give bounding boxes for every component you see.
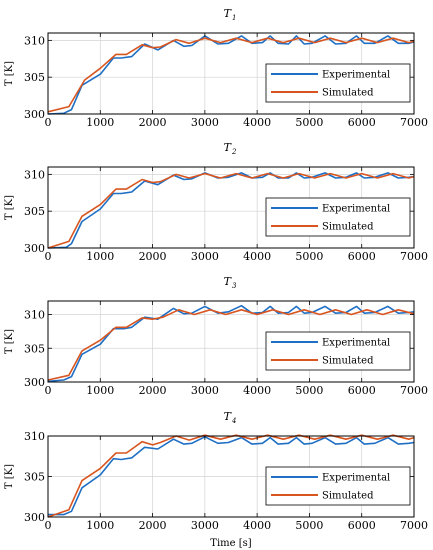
x-tick-label: 1000 bbox=[86, 250, 114, 263]
x-tick-label: 0 bbox=[45, 116, 52, 129]
subplot-title: T3 bbox=[224, 275, 237, 290]
y-tick-label: 300 bbox=[24, 511, 45, 524]
legend-label: Experimental bbox=[322, 473, 390, 484]
legend-box bbox=[265, 197, 411, 237]
y-tick-label: 310 bbox=[24, 309, 45, 322]
x-tick-label: 1000 bbox=[86, 116, 114, 129]
x-tick-label: 4000 bbox=[243, 250, 271, 263]
x-tick-label: 7000 bbox=[400, 116, 428, 129]
x-tick-label: 0 bbox=[45, 384, 52, 397]
x-tick-label: 2000 bbox=[139, 519, 167, 532]
legend-box bbox=[265, 331, 411, 371]
y-tick-label: 305 bbox=[24, 71, 45, 84]
x-tick-label: 6000 bbox=[348, 384, 376, 397]
x-tick-label: 1000 bbox=[86, 519, 114, 532]
legend: Experimental Simulated bbox=[265, 197, 411, 237]
legend-box bbox=[265, 63, 411, 103]
x-tick-label: 4000 bbox=[243, 384, 271, 397]
legend-label: Experimental bbox=[322, 338, 390, 349]
subplot-2: 0 1000 2000 3000 4000 5000 6000 7000 300 305 310 T … bbox=[4, 141, 428, 263]
x-tick-label: 0 bbox=[45, 519, 52, 532]
y-axis-label: T [K] bbox=[4, 464, 15, 489]
y-tick-label: 300 bbox=[24, 242, 45, 255]
y-axis-label: T [K] bbox=[4, 329, 15, 354]
legend: Experimental Simulated bbox=[265, 63, 411, 103]
y-tick-label: 300 bbox=[24, 108, 45, 121]
y-tick-label: 310 bbox=[24, 168, 45, 181]
y-axis-label: T [K] bbox=[4, 61, 15, 86]
axes-box-2 bbox=[47, 166, 415, 249]
series-line-simulated-2 bbox=[47, 172, 415, 249]
y-tick-label: 310 bbox=[24, 34, 45, 47]
series-line-experimental-4 bbox=[48, 435, 415, 516]
x-tick-label: 6000 bbox=[348, 519, 376, 532]
x-axis-label: Time [s] bbox=[210, 538, 251, 549]
x-tick-label: 7000 bbox=[400, 250, 428, 263]
y-tick-label: 305 bbox=[24, 205, 45, 218]
x-tick-label: 1000 bbox=[86, 384, 114, 397]
x-tick-label: 3000 bbox=[191, 519, 219, 532]
axes-box-1 bbox=[47, 32, 415, 115]
subplot-title: T2 bbox=[224, 141, 237, 156]
y-tick-label: 300 bbox=[24, 376, 45, 389]
legend-label: Simulated bbox=[322, 88, 374, 99]
x-tick-label: 0 bbox=[45, 250, 52, 263]
legend: Experimental Simulated bbox=[265, 466, 411, 506]
y-tick-label: 305 bbox=[24, 342, 45, 355]
x-tick-label: 5000 bbox=[295, 116, 323, 129]
legend: Experimental Simulated bbox=[265, 331, 411, 371]
x-tick-label: 3000 bbox=[191, 384, 219, 397]
legend-label: Simulated bbox=[322, 491, 374, 502]
y-tick-label: 305 bbox=[24, 471, 45, 484]
legend-label: Simulated bbox=[322, 356, 374, 367]
x-tick-label: 7000 bbox=[400, 519, 428, 532]
subplot-title: T1 bbox=[224, 7, 237, 22]
x-tick-label: 2000 bbox=[139, 116, 167, 129]
subplot-title: T4 bbox=[224, 410, 237, 425]
x-tick-label: 7000 bbox=[400, 384, 428, 397]
subplot-4: 0 1000 2000 3000 4000 5000 6000 7000 300 305 310 T … bbox=[4, 410, 428, 532]
series-line-simulated-1 bbox=[47, 37, 415, 113]
legend-box bbox=[265, 466, 411, 506]
legend-label: Simulated bbox=[322, 222, 374, 233]
x-tick-label: 5000 bbox=[295, 250, 323, 263]
x-tick-label: 5000 bbox=[295, 384, 323, 397]
axes-box-3 bbox=[47, 300, 415, 383]
x-tick-label: 2000 bbox=[139, 250, 167, 263]
legend-label: Experimental bbox=[322, 204, 390, 215]
x-tick-label: 4000 bbox=[243, 519, 271, 532]
x-tick-label: 2000 bbox=[139, 384, 167, 397]
subplot-1: 0 1000 2000 3000 4000 5000 6000 7000 300 305 310 T … bbox=[4, 7, 428, 129]
x-tick-label: 5000 bbox=[295, 519, 323, 532]
x-tick-label: 3000 bbox=[191, 250, 219, 263]
x-tick-label: 3000 bbox=[191, 116, 219, 129]
y-tick-label: 310 bbox=[24, 430, 45, 443]
x-tick-label: 4000 bbox=[243, 116, 271, 129]
legend-label: Experimental bbox=[322, 70, 390, 81]
x-tick-label: 6000 bbox=[348, 250, 376, 263]
x-tick-label: 6000 bbox=[348, 116, 376, 129]
subplot-3: 0 1000 2000 3000 4000 5000 6000 7000 300 305 310 T … bbox=[4, 275, 428, 397]
y-axis-label: T [K] bbox=[4, 195, 15, 220]
series-line-simulated-3 bbox=[47, 308, 415, 381]
